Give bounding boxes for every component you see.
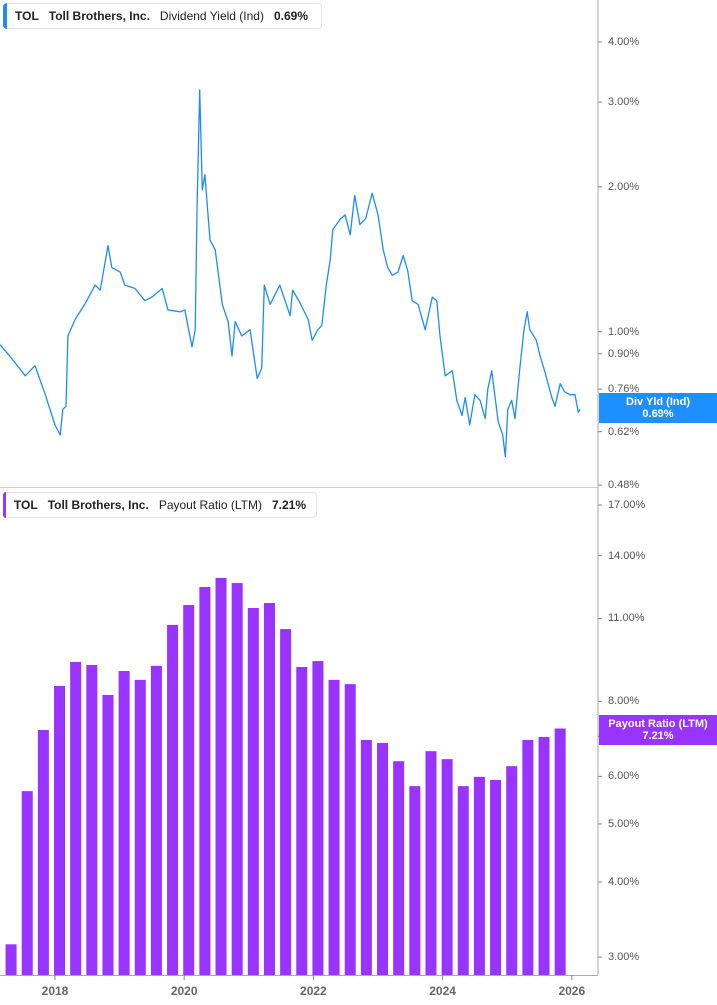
payout-bar	[280, 629, 292, 975]
payout-bar	[37, 729, 49, 975]
tag-value: 7.21%	[642, 730, 674, 742]
x-tick-label: 2020	[170, 984, 198, 998]
payout-bar	[5, 944, 17, 975]
payout-ratio-value-tag: Payout Ratio (LTM) 7.21%	[599, 715, 717, 745]
x-tick-label: 2026	[558, 984, 586, 998]
y-tick-label: 14.00%	[608, 549, 646, 562]
payout-bar	[393, 761, 405, 975]
legend-ticker: TOL	[15, 9, 39, 23]
dividend-yield-value-tag: Div Yld (Ind) 0.69%	[599, 393, 717, 423]
x-tick-label: 2018	[41, 984, 69, 998]
payout-bar	[473, 776, 485, 975]
series-color-swatch	[3, 492, 6, 518]
payout-bar	[409, 786, 421, 975]
payout-bar	[425, 751, 437, 975]
payout-bar	[554, 728, 566, 975]
dividend-yield-line	[0, 89, 581, 458]
y-tick-label: 0.90%	[608, 347, 640, 360]
payout-bar	[215, 577, 227, 975]
payout-bar	[70, 661, 82, 975]
y-tick-label: 0.76%	[608, 383, 640, 396]
legend-value: 7.21%	[271, 498, 306, 512]
payout-bar	[344, 684, 356, 975]
payout-bars	[5, 577, 566, 975]
y-tick-label: 5.00%	[608, 817, 640, 830]
payout-bar	[522, 739, 534, 975]
payout-bar	[167, 624, 179, 975]
legend-value: 0.69%	[273, 9, 308, 23]
payout-bar	[328, 679, 340, 975]
payout-bar	[21, 791, 33, 975]
payout-bar	[457, 786, 469, 975]
series-color-swatch	[3, 3, 7, 29]
payout-bar	[199, 587, 211, 975]
payout-bar	[538, 736, 550, 975]
tag-label: Payout Ratio (LTM)	[608, 718, 708, 730]
payout-bar	[312, 661, 324, 975]
legend-metric: Dividend Yield (Ind)	[159, 9, 264, 23]
payout-bar	[490, 779, 502, 975]
payout-bar	[263, 603, 275, 975]
x-tick-label: 2024	[429, 984, 456, 998]
x-tick-label: 2022	[300, 984, 327, 998]
y-tick-label: 6.00%	[608, 770, 640, 783]
payout-bar	[296, 667, 308, 975]
legend-ticker: TOL	[13, 498, 38, 512]
y-tick-label: 1.00%	[608, 325, 640, 338]
tag-label: Div Yld (Ind)	[626, 396, 690, 408]
y-tick-label: 3.00%	[608, 951, 640, 964]
payout-bar	[247, 607, 259, 975]
payout-bar	[360, 739, 372, 975]
payout-bar	[102, 694, 114, 975]
y-tick-label: 11.00%	[608, 612, 645, 625]
payout-bar	[150, 665, 162, 975]
y-tick-label: 0.62%	[608, 425, 640, 438]
payout-bar	[183, 605, 195, 975]
payout-bar	[506, 766, 518, 975]
payout-bar	[134, 679, 146, 975]
y-tick-label: 17.00%	[608, 499, 646, 511]
legend-company: Toll Brothers, Inc.	[47, 498, 149, 512]
y-tick-label: 0.48%	[608, 479, 640, 492]
payout-bar	[377, 743, 389, 975]
payout-bar	[118, 671, 130, 975]
legend-metric: Payout Ratio (LTM)	[158, 498, 262, 512]
y-tick-label: 8.00%	[608, 695, 640, 708]
axis-ticks	[54, 41, 602, 980]
dividend-yield-legend[interactable]: TOL Toll Brothers, Inc. Dividend Yield (…	[3, 3, 322, 29]
y-tick-label: 3.00%	[608, 96, 640, 109]
tag-value: 0.69%	[642, 408, 674, 420]
payout-bar	[54, 685, 66, 975]
y-tick-label: 4.00%	[608, 36, 640, 48]
y-tick-label: 2.00%	[608, 180, 640, 193]
payout-bar	[441, 759, 453, 975]
payout-ratio-legend[interactable]: TOL Toll Brothers, Inc. Payout Ratio (LT…	[3, 492, 317, 518]
payout-bar	[86, 665, 98, 975]
legend-company: Toll Brothers, Inc.	[48, 9, 150, 23]
payout-bar	[231, 583, 243, 975]
y-tick-label: 4.00%	[608, 876, 640, 889]
